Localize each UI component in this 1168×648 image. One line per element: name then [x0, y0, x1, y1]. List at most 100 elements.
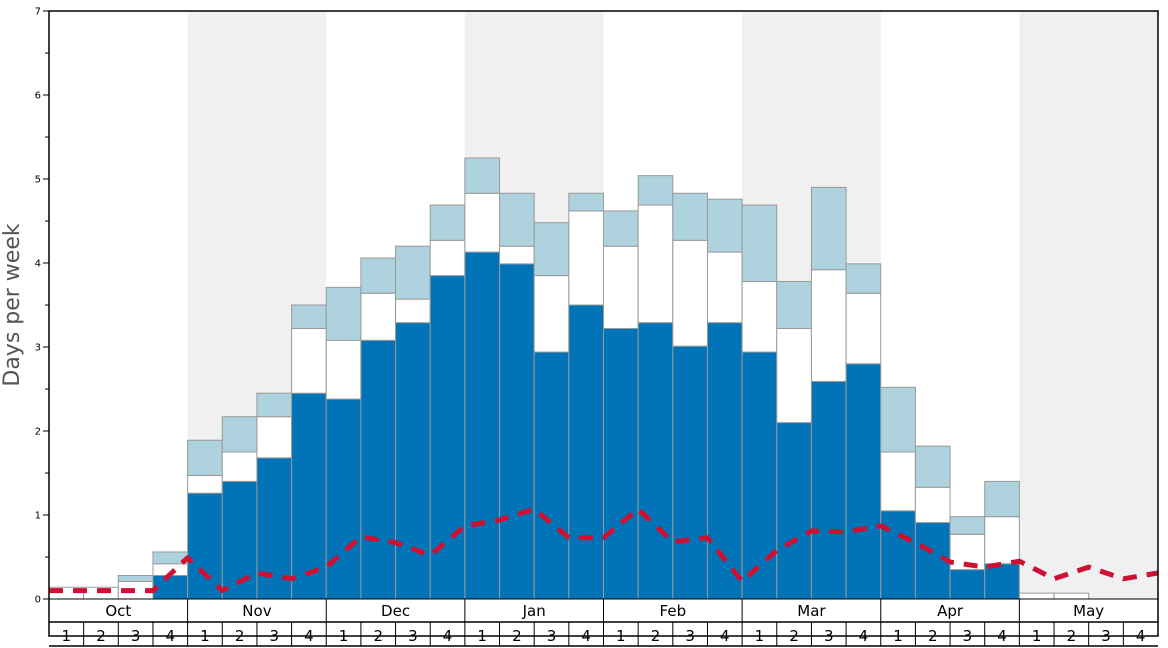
bar-middle-21 [777, 329, 812, 423]
week-label: 2 [512, 627, 522, 645]
week-label: 1 [616, 627, 626, 645]
bar-dark-26 [950, 570, 985, 599]
bar-top-22 [811, 187, 846, 269]
bar-dark-8 [326, 399, 361, 599]
y-axis-label: Days per week [0, 223, 25, 386]
bar-middle-7 [292, 329, 327, 394]
bar-dark-21 [777, 423, 812, 599]
month-band-may [1019, 11, 1158, 599]
bar-middle-28 [1019, 593, 1054, 599]
bar-middle-11 [430, 240, 465, 275]
bar-middle-9 [361, 293, 396, 340]
week-label: 4 [581, 627, 591, 645]
bar-dark-12 [465, 252, 500, 599]
bar-top-18 [673, 193, 708, 240]
bar-dark-22 [811, 381, 846, 599]
bar-dark-3 [153, 575, 188, 599]
bar-top-10 [396, 246, 431, 299]
bar-top-21 [777, 281, 812, 328]
y-tick-label: 3 [35, 343, 41, 354]
bar-middle-14 [534, 276, 569, 352]
bar-dark-7 [292, 393, 327, 599]
y-tick-label: 6 [35, 91, 41, 102]
week-label: 4 [720, 627, 730, 645]
bar-top-15 [569, 193, 604, 211]
month-label-feb: Feb [660, 602, 687, 620]
bar-top-8 [326, 287, 361, 340]
y-axis: 01234567 [35, 7, 49, 606]
bar-top-16 [604, 211, 639, 246]
bar-dark-16 [604, 329, 639, 599]
bar-middle-6 [257, 417, 292, 458]
week-label: 1 [893, 627, 903, 645]
bar-dark-9 [361, 340, 396, 599]
week-label: 4 [166, 627, 176, 645]
week-label: 3 [1101, 627, 1111, 645]
bar-middle-27 [985, 517, 1020, 564]
month-label-apr: Apr [937, 602, 964, 620]
week-label: 3 [685, 627, 695, 645]
bar-middle-4 [188, 476, 223, 494]
bar-middle-15 [569, 211, 604, 305]
month-label-dec: Dec [381, 602, 410, 620]
bar-dark-14 [534, 352, 569, 599]
bar-dark-17 [638, 323, 673, 599]
bar-top-4 [188, 440, 223, 475]
month-label-oct: Oct [105, 602, 131, 620]
week-label: 4 [443, 627, 453, 645]
week-label: 4 [997, 627, 1007, 645]
bar-top-24 [881, 387, 916, 452]
bar-top-20 [742, 205, 777, 281]
bar-top-6 [257, 393, 292, 417]
bar-top-13 [500, 193, 535, 246]
week-label: 4 [859, 627, 869, 645]
week-label: 3 [408, 627, 418, 645]
bar-top-27 [985, 481, 1020, 516]
y-tick-label: 0 [35, 595, 41, 606]
y-tick-label: 5 [35, 175, 41, 186]
week-label: 1 [1032, 627, 1042, 645]
y-tick-label: 7 [35, 7, 41, 18]
week-label: 2 [928, 627, 938, 645]
week-label: 2 [235, 627, 245, 645]
bar-top-25 [915, 446, 950, 487]
bar-top-9 [361, 258, 396, 293]
week-label: 1 [339, 627, 349, 645]
week-label: 3 [131, 627, 141, 645]
week-label: 2 [651, 627, 661, 645]
month-label-may: May [1073, 602, 1104, 620]
y-tick-label: 4 [35, 259, 41, 270]
month-label-mar: Mar [797, 602, 826, 620]
week-label: 4 [304, 627, 314, 645]
week-label: 1 [755, 627, 765, 645]
y-tick-label: 1 [35, 511, 41, 522]
bar-top-17 [638, 176, 673, 205]
bar-middle-18 [673, 240, 708, 346]
bar-top-5 [222, 417, 257, 452]
bar-middle-8 [326, 340, 361, 399]
week-label: 3 [963, 627, 973, 645]
bar-middle-22 [811, 270, 846, 382]
bar-top-19 [707, 199, 742, 252]
bar-dark-20 [742, 352, 777, 599]
bar-middle-23 [846, 293, 881, 364]
bar-middle-16 [604, 246, 639, 328]
bar-top-26 [950, 517, 985, 535]
week-label: 2 [96, 627, 106, 645]
bar-top-23 [846, 264, 881, 293]
bar-middle-10 [396, 299, 431, 323]
bar-dark-27 [985, 564, 1020, 599]
week-label: 2 [373, 627, 383, 645]
week-label: 2 [789, 627, 799, 645]
week-label: 1 [62, 627, 72, 645]
bar-dark-24 [881, 511, 916, 599]
bar-middle-5 [222, 452, 257, 481]
week-label: 3 [824, 627, 834, 645]
month-label-nov: Nov [242, 602, 271, 620]
bar-dark-15 [569, 305, 604, 599]
bar-middle-13 [500, 246, 535, 264]
week-label: 1 [477, 627, 487, 645]
bar-middle-20 [742, 281, 777, 352]
bar-middle-24 [881, 452, 916, 511]
